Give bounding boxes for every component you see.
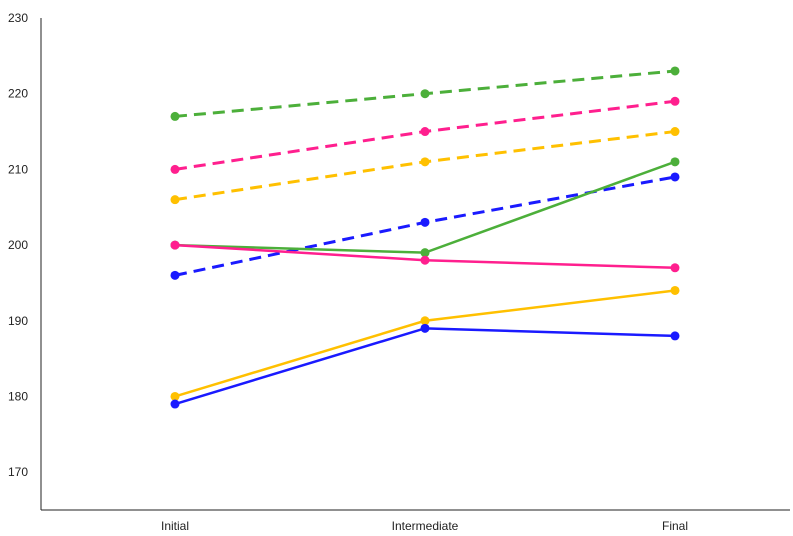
y-tick-label: 180 xyxy=(8,389,28,403)
y-tick-label: 190 xyxy=(8,314,28,328)
series-group xyxy=(170,66,680,409)
data-point xyxy=(170,240,180,250)
series-2-dashed xyxy=(170,96,680,174)
data-point xyxy=(170,111,180,121)
data-point xyxy=(420,323,430,333)
x-tick-label: Intermediate xyxy=(392,519,459,533)
series-8-solid xyxy=(170,323,680,409)
data-point xyxy=(670,172,680,182)
data-point xyxy=(420,157,430,167)
data-point xyxy=(420,248,430,258)
data-point xyxy=(670,66,680,76)
series-7-solid xyxy=(170,285,680,401)
data-point xyxy=(170,164,180,174)
data-point xyxy=(170,270,180,280)
data-point xyxy=(420,316,430,326)
data-point xyxy=(420,89,430,99)
data-point xyxy=(670,157,680,167)
data-point xyxy=(670,96,680,106)
series-line xyxy=(174,327,676,406)
y-tick-label: 200 xyxy=(8,238,28,252)
series-1-dashed xyxy=(170,66,680,121)
data-point xyxy=(420,217,430,227)
x-axis-ticks: Initial Intermediate Final xyxy=(161,519,688,533)
y-tick-label: 220 xyxy=(8,87,28,101)
y-axis-ticks: 170 180 190 200 210 220 230 xyxy=(8,11,28,479)
data-point xyxy=(420,127,430,137)
data-point xyxy=(170,195,180,205)
series-5-solid xyxy=(170,157,680,258)
y-tick-label: 170 xyxy=(8,465,28,479)
x-tick-label: Final xyxy=(662,519,688,533)
series-6-solid xyxy=(170,240,680,273)
y-tick-label: 230 xyxy=(8,11,28,25)
data-point xyxy=(170,399,180,409)
data-point xyxy=(170,391,180,401)
data-point xyxy=(670,127,680,137)
data-point xyxy=(670,285,680,295)
data-point xyxy=(670,263,680,273)
x-tick-label: Initial xyxy=(161,519,189,533)
series-3-dashed xyxy=(170,127,680,205)
y-tick-label: 210 xyxy=(8,162,28,176)
data-point xyxy=(420,255,430,265)
series-line xyxy=(174,160,676,254)
data-point xyxy=(670,331,680,341)
